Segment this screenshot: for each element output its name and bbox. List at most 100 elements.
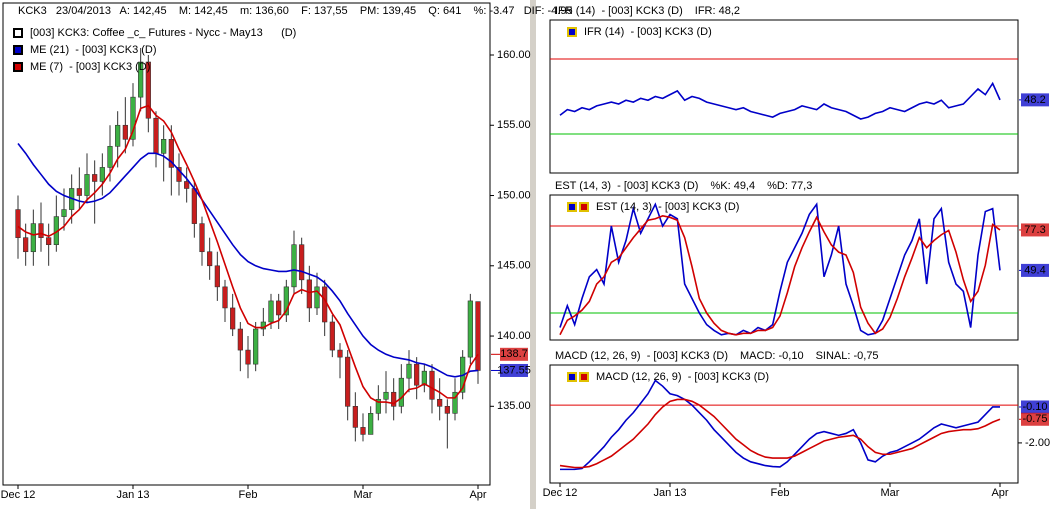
plot-area [549,194,1019,341]
series-line [559,398,1001,469]
series-line [559,215,1001,336]
panel-title: MACD (12, 26, 9) - [003] KCK3 (D) [555,350,728,362]
candle-body [130,96,136,140]
series-line [560,379,1000,471]
x-tick-label: Feb [771,487,790,499]
x-tick-label: Jan 13 [653,487,686,499]
y-tick-label: 140.00 [497,330,531,342]
candle-body [23,237,29,253]
legend-swatch [13,28,23,38]
candle-body [245,349,251,365]
candle-body [61,209,67,217]
y-tick-label: 160.00 [497,49,531,61]
candle-body [115,124,121,147]
y-tick-label: 150.00 [497,189,531,201]
value-box-label: 137.55 [497,364,531,376]
panel-title: MACD: -0,10 [740,350,804,362]
legend-swatch [567,27,577,37]
candle-body [145,61,151,119]
candle-body [191,188,197,224]
x-tick-label: Apr [991,487,1008,499]
candle-body [268,300,274,323]
chart-header: KCK3 23/04/2013 A: 142,45 M: 142,45 m: 1… [18,5,573,17]
legend-label: MACD (12, 26, 9) - [003] KCK3 (D) [596,371,769,383]
value-box [500,347,528,361]
x-tick-label: Feb [239,489,258,501]
value-box [1021,263,1049,277]
legend-label: ME (21) - [003] KCK3 (D) [30,44,157,56]
candle-body [306,279,312,309]
x-tick-label: Dec 12 [543,487,578,499]
value-box [1021,412,1049,426]
value-box-label: 138.7 [500,348,528,360]
candle-body [46,237,52,246]
value-box [1021,223,1049,237]
candle-body [437,398,443,407]
value-box [1021,93,1049,107]
candle-body [122,124,128,140]
y-tick-label: 135.00 [497,400,531,412]
candle-body [107,146,113,168]
candle-body [383,391,389,400]
legend-swatch [567,372,577,382]
candle-body [375,398,381,414]
legend-swatch [13,62,23,72]
value-box-label: 77.3 [1024,224,1045,236]
legend-label: [003] KCK3: Coffee _c_ Futures - Nycc - … [30,27,296,39]
value-box [500,363,528,377]
splitter [530,0,536,509]
candle-body [429,370,435,400]
x-tick-label: Dec 12 [1,489,36,501]
candle-body [184,181,190,189]
x-tick-label: Apr [469,489,486,501]
x-tick-label: Jan 13 [116,489,149,501]
legend-swatch [567,202,577,212]
candle-body [406,363,412,379]
candle-body [30,223,36,253]
legend-swatch [579,372,589,382]
candle-body [138,61,144,98]
candle-body [283,286,289,316]
value-box-label: 48.2 [1024,94,1045,106]
y-tick-label: 145.00 [497,260,531,272]
candle-body [322,286,328,323]
legend-swatch [13,45,23,55]
y-tick-label: 155.00 [497,119,531,131]
candle-body [176,167,182,182]
candle-body [345,356,351,407]
candle-body [414,363,420,386]
y-tick-label: -2.00 [1025,437,1050,449]
panel-title: IFR: 48,2 [695,5,740,17]
candle-body [214,265,220,288]
candle-body [199,223,205,253]
series-line [17,143,479,378]
x-tick-label: Mar [354,489,373,501]
value-box-label: -0.75 [1022,413,1047,425]
candle-body [76,188,82,196]
candle-body [467,300,473,358]
candle-body [368,413,374,435]
candle-body [299,244,305,281]
candle-body [84,174,90,196]
series-line [559,81,1001,120]
panel-title: %D: 77,3 [767,180,812,192]
candle-body [352,406,358,428]
candle-body [276,300,282,316]
candle-body [314,286,320,309]
candle-body [99,167,105,182]
candle-body [207,251,213,267]
candle-body [161,139,167,154]
candle-body [391,391,397,407]
candle-body [329,321,335,351]
panel-title: SINAL: -0,75 [816,350,879,362]
candle-body [444,406,450,414]
candle-body [230,307,236,330]
candle-body [15,209,21,238]
legend-swatch [579,202,589,212]
legend-label: ME (7) - [003] KCK3 (D) [30,61,150,73]
candle-body [237,328,243,351]
candle-body [421,370,427,386]
legend-label: EST (14, 3) - [003] KCK3 (D) [596,201,739,213]
x-tick-label: Mar [881,487,900,499]
series-line [559,202,1001,336]
